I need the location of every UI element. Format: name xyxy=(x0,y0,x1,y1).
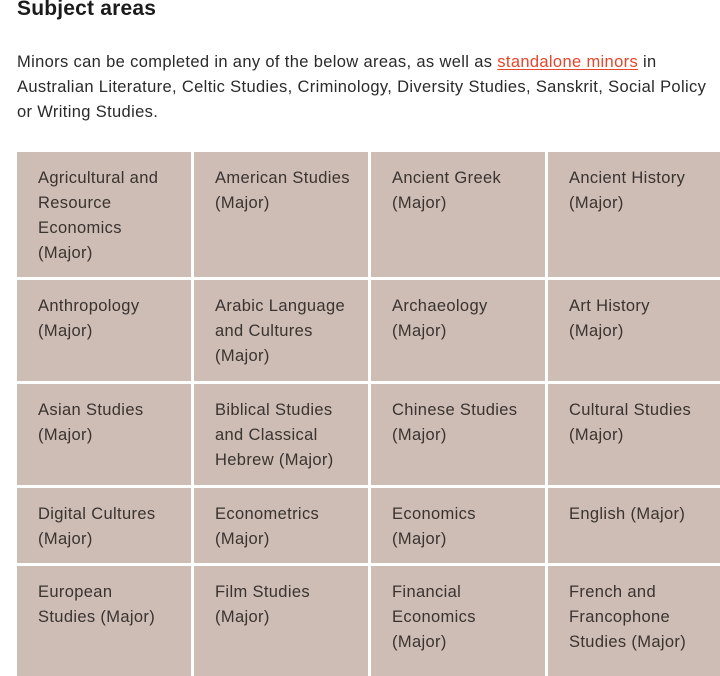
subject-tile-label: Agricultural and Resource Economics (Maj… xyxy=(38,166,173,266)
subject-tile[interactable]: Financial Economics (Major) xyxy=(371,566,545,676)
subject-tile-label: Financial Economics (Major) xyxy=(392,580,527,655)
subject-tile-label: Ancient History (Major) xyxy=(569,166,704,216)
subject-tile[interactable]: Biblical Studies and Classical Hebrew (M… xyxy=(194,384,368,485)
subject-tile-label: English (Major) xyxy=(569,502,704,527)
subject-tile[interactable]: English (Major) xyxy=(548,488,720,563)
subject-tile-label: Art History (Major) xyxy=(569,294,704,344)
subject-tile[interactable]: Chinese Studies (Major) xyxy=(371,384,545,485)
subject-tile[interactable]: Arabic Language and Cultures (Major) xyxy=(194,280,368,381)
subject-tile[interactable]: Film Studies (Major) xyxy=(194,566,368,676)
subject-tile-label: Cultural Studies (Major) xyxy=(569,398,704,448)
subject-tile-label: Econometrics (Major) xyxy=(215,502,350,552)
subject-tile[interactable]: American Studies (Major) xyxy=(194,152,368,277)
subject-tile-label: Digital Cultures (Major) xyxy=(38,502,173,552)
subject-tile-label: Biblical Studies and Classical Hebrew (M… xyxy=(215,398,350,473)
intro-paragraph: Minors can be completed in any of the be… xyxy=(17,50,707,125)
subject-tile[interactable]: Ancient History (Major) xyxy=(548,152,720,277)
subject-tile-label: American Studies (Major) xyxy=(215,166,350,216)
subject-tile[interactable]: Cultural Studies (Major) xyxy=(548,384,720,485)
subject-tile-label: Anthropology (Major) xyxy=(38,294,173,344)
subject-tile-label: French and Francophone Studies (Major) xyxy=(569,580,704,655)
subject-tile-label: Archaeology (Major) xyxy=(392,294,527,344)
subject-tile-label: Film Studies (Major) xyxy=(215,580,350,630)
subject-tile[interactable]: Digital Cultures (Major) xyxy=(17,488,191,563)
subject-tile-label: Arabic Language and Cultures (Major) xyxy=(215,294,350,369)
subject-tile[interactable]: Economics (Major) xyxy=(371,488,545,563)
subject-tile[interactable]: Agricultural and Resource Economics (Maj… xyxy=(17,152,191,277)
subject-tile[interactable]: European Studies (Major) xyxy=(17,566,191,676)
intro-text-before: Minors can be completed in any of the be… xyxy=(17,53,497,71)
subject-tile-label: European Studies (Major) xyxy=(38,580,173,630)
subject-tile-label: Ancient Greek (Major) xyxy=(392,166,527,216)
subject-tile[interactable]: Anthropology (Major) xyxy=(17,280,191,381)
subject-tile[interactable]: Archaeology (Major) xyxy=(371,280,545,381)
standalone-minors-link[interactable]: standalone minors xyxy=(497,53,638,71)
subject-tile[interactable]: Asian Studies (Major) xyxy=(17,384,191,485)
subject-tile-label: Chinese Studies (Major) xyxy=(392,398,527,448)
subject-grid: Agricultural and Resource Economics (Maj… xyxy=(17,152,720,676)
subject-tile[interactable]: Ancient Greek (Major) xyxy=(371,152,545,277)
subject-tile[interactable]: French and Francophone Studies (Major) xyxy=(548,566,720,676)
subject-tile[interactable]: Econometrics (Major) xyxy=(194,488,368,563)
subject-tile-label: Economics (Major) xyxy=(392,502,527,552)
subject-tile-label: Asian Studies (Major) xyxy=(38,398,173,448)
subject-tile[interactable]: Art History (Major) xyxy=(548,280,720,381)
section-heading: Subject areas xyxy=(17,0,156,21)
